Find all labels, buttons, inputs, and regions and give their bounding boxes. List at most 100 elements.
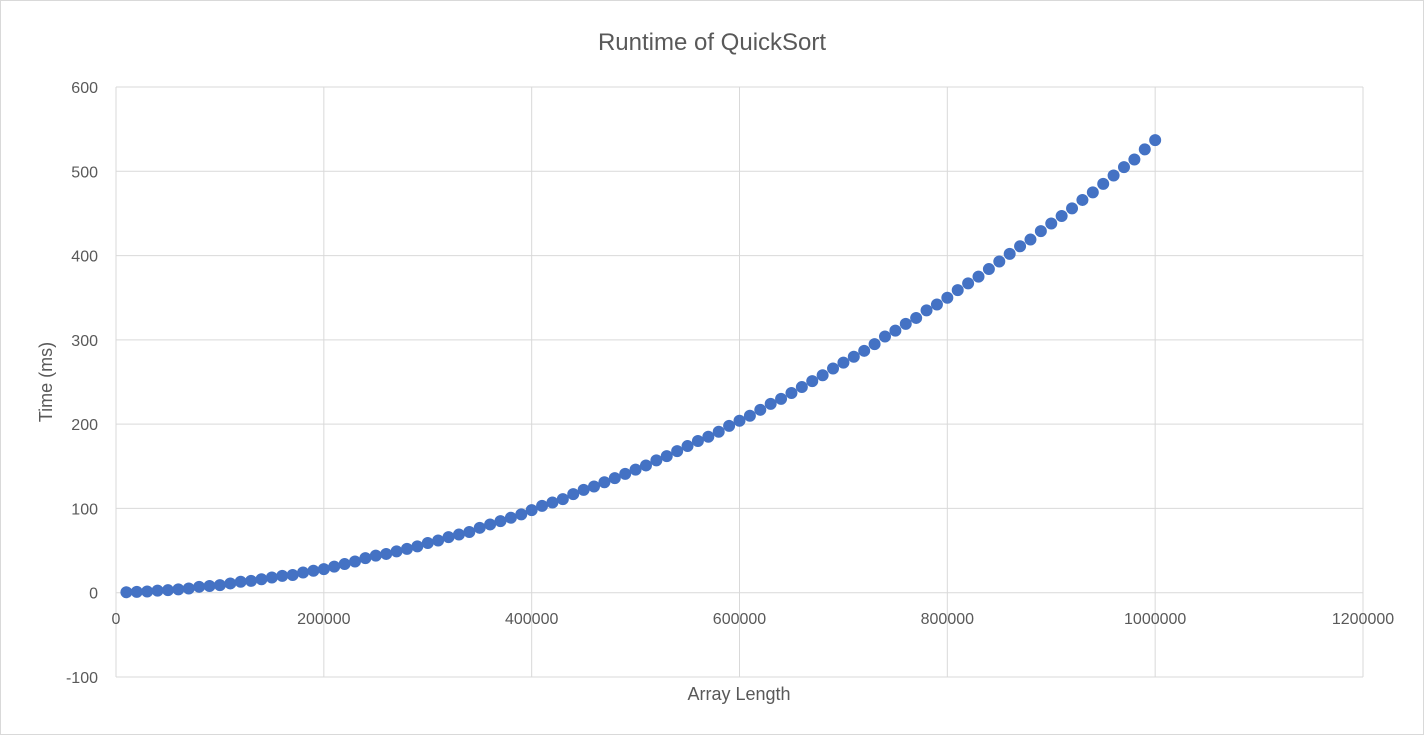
data-point [307,564,320,577]
data-point [733,414,746,427]
data-point [213,579,226,592]
data-point [130,585,143,598]
data-point [265,571,278,584]
data-point [1138,143,1151,156]
y-tick-label: 500 [71,164,98,181]
data-point [525,504,538,517]
x-axis-tick-labels: 0 200000 400000 600000 800000 1000000 1200000 [112,611,1395,628]
data-point [120,586,133,599]
data-point [660,450,673,463]
data-point [972,270,985,283]
data-point [556,493,569,506]
data-points [120,134,1162,599]
data-point [619,467,632,480]
data-point [1128,153,1141,166]
x-tick-label: 200000 [297,611,350,628]
data-point [151,584,164,597]
x-tick-label: 600000 [713,611,766,628]
data-point [442,531,455,544]
data-point [723,419,736,432]
y-tick-label: 300 [71,333,98,350]
data-point [993,255,1006,268]
data-point [1107,169,1120,182]
data-point [743,409,756,422]
data-point [962,277,975,290]
y-tick-label: 100 [71,501,98,518]
data-point [1149,134,1162,147]
data-point [390,545,403,558]
x-tick-label: 1200000 [1332,611,1394,628]
data-point [473,521,486,534]
data-point [785,386,798,399]
y-tick-label: 200 [71,417,98,434]
data-point [172,583,185,596]
data-point [910,311,923,324]
data-point [681,440,694,453]
data-point [494,515,507,528]
x-tick-label: 800000 [921,611,974,628]
data-point [608,472,621,485]
data-point [567,488,580,501]
data-point [795,381,808,394]
data-point [182,582,195,595]
data-point [754,403,767,416]
data-point [1003,247,1016,260]
data-point [421,536,434,549]
x-tick-label: 400000 [505,611,558,628]
data-point [317,563,330,576]
data-point [920,304,933,317]
y-axis-title: Time (ms) [36,342,56,422]
data-point [380,547,393,560]
data-point [878,330,891,343]
x-tick-label: 0 [112,611,121,628]
data-point [671,445,684,458]
data-point [1034,225,1047,238]
data-point [203,579,216,592]
x-tick-label: 1000000 [1124,611,1186,628]
data-point [806,375,819,388]
data-point [297,566,310,579]
data-point [650,454,663,467]
data-point [349,555,362,568]
data-point [889,324,902,337]
y-tick-label: 600 [71,80,98,97]
data-point [1024,233,1037,246]
data-point [193,580,206,593]
data-point [161,584,174,597]
data-point [1014,240,1027,253]
data-point [255,573,268,586]
data-point [369,549,382,562]
data-point [899,317,912,330]
data-point [588,480,601,493]
data-point [338,558,351,571]
data-point [982,263,995,276]
data-point [504,511,517,524]
data-point [141,585,154,598]
x-axis-title: Array Length [687,684,790,704]
data-point [1066,202,1079,215]
data-point [1076,193,1089,206]
data-point [941,291,954,304]
data-point [1045,217,1058,230]
data-point [463,526,476,539]
data-point [245,574,258,587]
data-point [702,430,715,443]
data-point [286,569,299,582]
data-point [276,569,289,582]
chart-title: Runtime of QuickSort [598,29,826,56]
gridlines [115,86,1364,678]
data-point [827,362,840,375]
data-point [691,435,704,447]
data-point [234,575,247,588]
data-point [629,463,642,476]
data-point [712,425,725,438]
data-point [328,560,341,573]
data-point [224,577,237,590]
data-point [1117,161,1130,174]
data-point [868,338,881,351]
data-point [484,518,497,531]
data-point [411,540,424,553]
data-point [452,528,465,541]
